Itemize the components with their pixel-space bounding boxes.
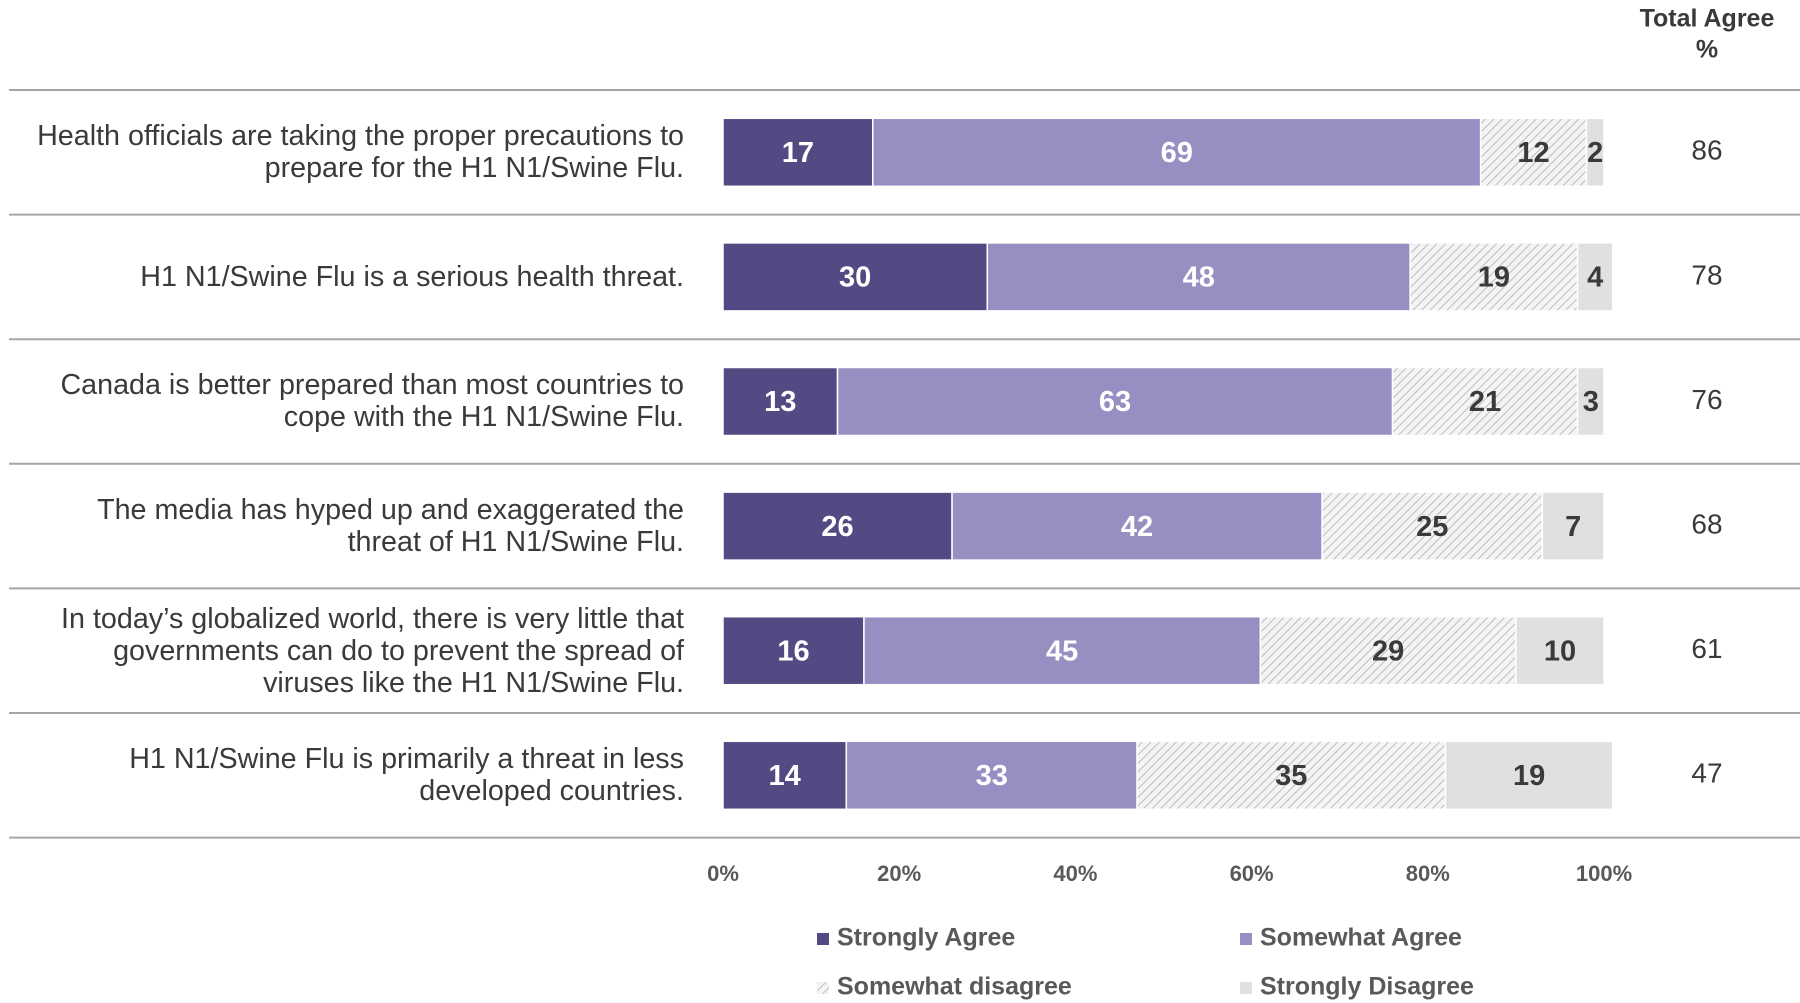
- bar-segment: [1391, 366, 1579, 437]
- bar-value-label: 30: [839, 262, 871, 294]
- bar-value-label: 63: [1099, 386, 1131, 418]
- bar-value-label: 35: [1275, 760, 1307, 792]
- bar-value-label: 26: [821, 511, 853, 543]
- bar-segment: [1409, 242, 1579, 312]
- bar-value-label: 16: [777, 635, 809, 667]
- bar-value-label: 4: [1587, 262, 1603, 294]
- bar-value-label: 2: [1587, 137, 1603, 169]
- category-label: The media has hyped up and exaggerated t…: [97, 494, 684, 559]
- bar-value-label: 21: [1469, 386, 1501, 418]
- legend-label: Somewhat Agree: [1260, 924, 1462, 952]
- total-value: 86: [1691, 135, 1722, 166]
- bar-segment: [1479, 117, 1588, 188]
- total-value: 61: [1691, 633, 1722, 664]
- x-tick-label: 100%: [1576, 861, 1632, 886]
- bar-segment: [951, 491, 1323, 561]
- bar-segment: [986, 242, 1411, 312]
- category-label: In today’s globalized world, there is ve…: [61, 602, 684, 699]
- total-value: 47: [1691, 758, 1722, 789]
- bar-segment: [1444, 740, 1614, 811]
- bar-value-label: 10: [1544, 635, 1576, 667]
- total-value: 76: [1691, 384, 1722, 415]
- x-tick-label: 60%: [1230, 861, 1274, 886]
- bar-segment: [1576, 366, 1605, 437]
- bar-segment: [722, 491, 953, 561]
- bar-value-label: 13: [764, 386, 796, 418]
- bar-value-label: 48: [1183, 262, 1215, 294]
- bar-value-label: 29: [1372, 635, 1404, 667]
- legend-swatch: [1240, 933, 1252, 945]
- bar-segment: [1515, 615, 1605, 686]
- bar-segment: [722, 117, 874, 188]
- category-label: Canada is better prepared than most coun…: [60, 369, 684, 434]
- bar-segment: [1321, 491, 1544, 561]
- x-tick-label: 0%: [707, 861, 739, 886]
- bar-segment: [872, 117, 1482, 188]
- bar-value-label: 3: [1583, 386, 1599, 418]
- total-value: 68: [1691, 508, 1722, 539]
- legend-label: Somewhat disagree: [837, 973, 1072, 1001]
- category-label: H1 N1/Swine Flu is a serious health thre…: [140, 260, 684, 293]
- x-tick-label: 80%: [1406, 861, 1450, 886]
- legend-swatch: [1240, 982, 1252, 994]
- bar-segment: [1136, 740, 1447, 811]
- bar-segment: [1576, 242, 1614, 312]
- category-label: Health officials are taking the proper p…: [37, 120, 684, 185]
- bar-value-label: 19: [1478, 262, 1510, 294]
- bar-value-label: 12: [1517, 137, 1549, 169]
- bar-segment: [722, 740, 848, 811]
- legend-label: Strongly Disagree: [1260, 973, 1474, 1001]
- legend-swatch: [817, 982, 829, 994]
- bar-segment: [1259, 615, 1517, 686]
- bar-value-label: 17: [782, 137, 814, 169]
- category-label: H1 N1/Swine Flu is primarily a threat in…: [129, 743, 684, 808]
- bar-segment: [863, 615, 1262, 686]
- legend-label: Strongly Agree: [837, 924, 1015, 952]
- bar-segment: [836, 366, 1394, 437]
- bar-segment: [1585, 117, 1605, 188]
- legend-swatch: [817, 933, 829, 945]
- bar-value-label: 14: [769, 760, 801, 792]
- bar-value-label: 19: [1513, 760, 1545, 792]
- bar-value-label: 25: [1416, 511, 1448, 543]
- bar-value-label: 33: [976, 760, 1008, 792]
- total-value: 78: [1691, 259, 1722, 290]
- bar-value-label: 69: [1161, 137, 1193, 169]
- bar-segment: [722, 366, 839, 437]
- x-tick-label: 20%: [877, 861, 921, 886]
- bar-value-label: 45: [1046, 635, 1078, 667]
- x-tick-label: 40%: [1053, 861, 1097, 886]
- total-header: %: [1696, 36, 1718, 64]
- bar-value-label: 7: [1565, 511, 1581, 543]
- bar-segment: [1541, 491, 1605, 561]
- total-header: Total Agree: [1640, 5, 1775, 33]
- bar-value-label: 42: [1121, 511, 1153, 543]
